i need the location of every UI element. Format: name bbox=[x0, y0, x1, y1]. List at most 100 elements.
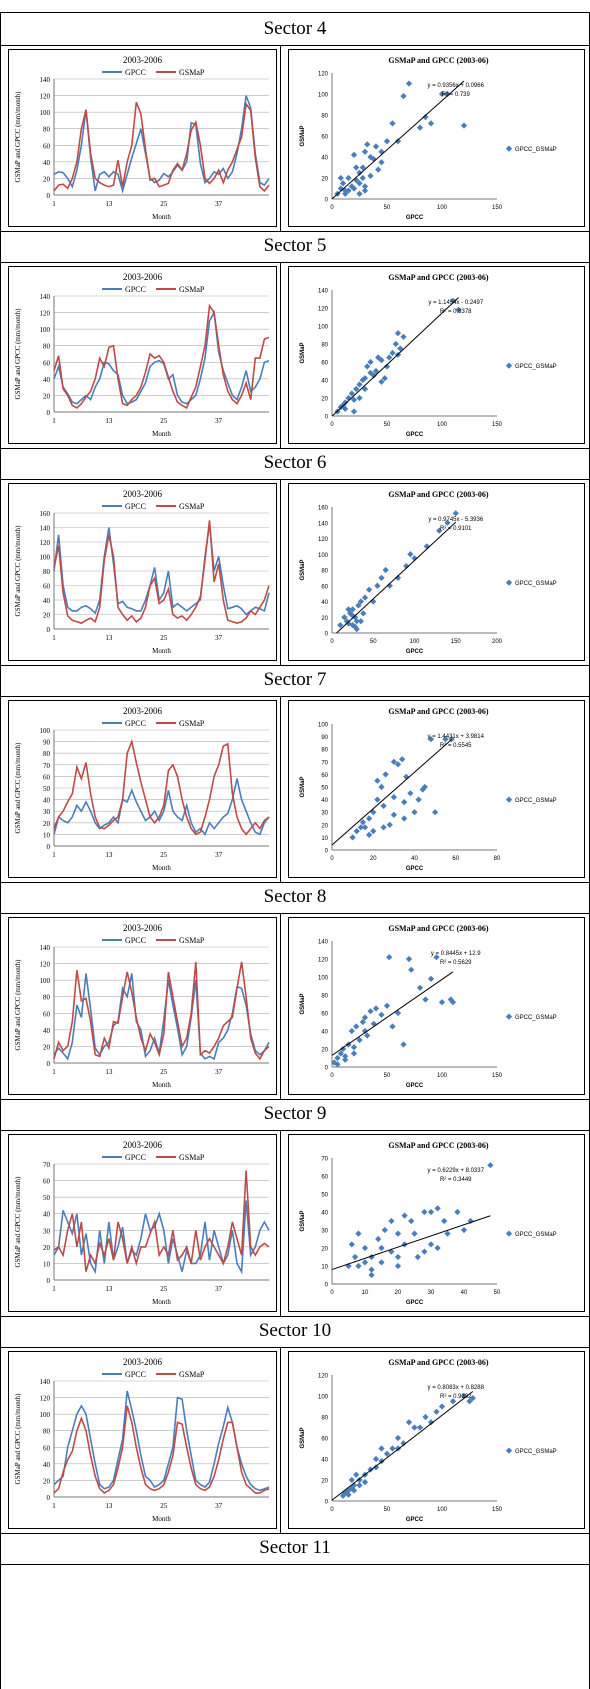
y-axis-label: GSMaP and GPCC (mm/month) bbox=[14, 959, 22, 1051]
y-tick-label: 120 bbox=[40, 93, 51, 101]
x-axis-label: GPCC bbox=[406, 432, 424, 438]
timeseries-chart: 2003-2006GPCC GSMaP0102030405060701 13 25 37… bbox=[8, 1134, 277, 1312]
y-axis-label: GSMaP bbox=[300, 559, 306, 580]
x-axis-label: GPCC bbox=[406, 215, 424, 221]
y-tick-label: 60 bbox=[43, 1444, 51, 1452]
timeseries-chart: 2003-2006 GPCC GSMaP 0 20 40 60 80 100 120 140 1 13 2… bbox=[8, 917, 277, 1095]
y-tick-label: 60 bbox=[43, 1010, 51, 1018]
y-tick-label: 120 bbox=[318, 1374, 329, 1380]
x-tick-label: 13 bbox=[105, 417, 113, 425]
y-tick-label: 40 bbox=[321, 798, 328, 804]
y-tick-label: 80 bbox=[43, 568, 51, 576]
x-tick-label: 25 bbox=[160, 1285, 168, 1293]
scatter-chart: GSMaP and GPCC (2003-06) 0 20 40 60 80 100 120 0… bbox=[288, 1351, 585, 1529]
chart-title: 2003-2006 bbox=[123, 272, 162, 282]
y-axis-label: GSMaP and GPCC (mm/month) bbox=[14, 742, 22, 834]
x-axis-label: Month bbox=[152, 213, 171, 221]
y-tick-label: 30 bbox=[321, 1229, 328, 1235]
y-tick-label: 100 bbox=[40, 1411, 51, 1419]
y-tick-label: 0 bbox=[47, 1494, 51, 1502]
legend-label: GPCC_GSMaP bbox=[515, 581, 557, 587]
x-tick-label: 100 bbox=[409, 639, 420, 645]
scatter-chart: GSMaP and GPCC (2003-06) 0 20 40 60 80 100 120 1… bbox=[288, 266, 585, 444]
legend-label: GPCC_GSMaP bbox=[515, 147, 557, 153]
legend-label-gpcc: GPCC bbox=[125, 285, 146, 294]
legend-label-gpcc: GPCC bbox=[125, 719, 146, 728]
y-axis-label: GSMaP bbox=[300, 342, 306, 363]
y-tick-label: 0 bbox=[47, 1060, 51, 1068]
y-tick-label: 140 bbox=[40, 1378, 51, 1386]
y-tick-label: 30 bbox=[321, 811, 328, 817]
x-tick-label: 150 bbox=[492, 1073, 503, 1079]
x-tick-label: 150 bbox=[492, 1507, 503, 1513]
y-tick-label: 100 bbox=[318, 723, 329, 729]
y-tick-label: 20 bbox=[43, 1477, 51, 1485]
x-tick-label: 1 bbox=[52, 1285, 56, 1293]
x-tick-label: 37 bbox=[215, 1502, 223, 1510]
y-axis-label: GSMaP bbox=[300, 1427, 306, 1448]
y-tick-label: 100 bbox=[40, 109, 51, 117]
sector-title: Sector 10 bbox=[0, 1320, 590, 1342]
y-tick-label: 120 bbox=[40, 961, 51, 969]
y-tick-label: 80 bbox=[321, 748, 328, 754]
y-tick-label: 100 bbox=[318, 1395, 329, 1401]
y-tick-label: 40 bbox=[43, 797, 51, 805]
y-tick-label: 70 bbox=[43, 762, 51, 770]
y-tick-label: 80 bbox=[43, 750, 51, 758]
x-axis-label: Month bbox=[152, 864, 171, 872]
y-tick-label: 20 bbox=[321, 823, 328, 829]
y-tick-label: 70 bbox=[321, 1157, 328, 1163]
x-tick-label: 50 bbox=[384, 422, 391, 428]
y-tick-label: 70 bbox=[43, 1161, 51, 1169]
x-tick-label: 25 bbox=[160, 417, 168, 425]
x-axis-label: GPCC bbox=[406, 649, 424, 655]
chart-border bbox=[289, 484, 585, 661]
x-tick-label: 80 bbox=[494, 856, 501, 862]
x-tick-label: 50 bbox=[384, 1073, 391, 1079]
y-tick-label: 80 bbox=[43, 126, 51, 134]
chart-title: GSMaP and GPCC (2003-06) bbox=[388, 273, 489, 282]
y-tick-label: 50 bbox=[43, 1194, 51, 1202]
legend-label-gsmap: GSMaP bbox=[179, 1370, 205, 1379]
x-tick-label: 40 bbox=[411, 856, 418, 862]
y-tick-label: 10 bbox=[321, 836, 328, 842]
y-tick-label: 0 bbox=[47, 843, 51, 851]
y-tick-label: 120 bbox=[40, 1395, 51, 1403]
x-axis-label: Month bbox=[152, 1298, 171, 1306]
y-tick-label: 100 bbox=[318, 553, 329, 559]
legend-label: GPCC_GSMaP bbox=[515, 798, 557, 804]
legend-label: GPCC_GSMaP bbox=[515, 1015, 557, 1021]
y-tick-label: 20 bbox=[321, 397, 328, 403]
timeseries-chart: 2003-2006 GPCC GSMaP 0 20 40 60 80 100 120 140 160 1… bbox=[8, 483, 277, 661]
x-axis-label: GPCC bbox=[406, 866, 424, 872]
equation-label: y = 0.9356x + 0.0966 bbox=[428, 83, 485, 89]
equation-label: y = 1.1454x - 0.2497 bbox=[428, 300, 484, 306]
legend-label-gpcc: GPCC bbox=[125, 1370, 146, 1379]
legend-label-gsmap: GSMaP bbox=[179, 936, 205, 945]
y-tick-label: 20 bbox=[43, 175, 51, 183]
x-tick-label: 37 bbox=[215, 200, 223, 208]
y-tick-label: 60 bbox=[43, 773, 51, 781]
y-axis-label: GSMaP bbox=[300, 1210, 306, 1231]
y-axis-label: GSMaP and GPCC (mm/month) bbox=[14, 308, 22, 400]
x-tick-label: 20 bbox=[395, 1290, 402, 1296]
y-tick-label: 60 bbox=[43, 583, 51, 591]
x-tick-label: 37 bbox=[215, 417, 223, 425]
y-tick-label: 20 bbox=[321, 1479, 328, 1485]
y-tick-label: 120 bbox=[318, 958, 329, 964]
y-tick-label: 40 bbox=[321, 600, 328, 606]
y-tick-label: 60 bbox=[43, 1178, 51, 1186]
chart-title: 2003-2006 bbox=[123, 1357, 162, 1367]
y-tick-label: 80 bbox=[43, 343, 51, 351]
y-tick-label: 40 bbox=[43, 1027, 51, 1035]
y-tick-label: 160 bbox=[40, 510, 51, 518]
y-tick-label: 120 bbox=[318, 537, 329, 543]
y-tick-label: 70 bbox=[321, 760, 328, 766]
y-tick-label: 10 bbox=[43, 831, 51, 839]
chart-title: GSMaP and GPCC (2003-06) bbox=[388, 1141, 489, 1150]
equation-label: y = 0.8083x + 0.8288 bbox=[428, 1385, 485, 1391]
y-tick-label: 20 bbox=[43, 1244, 51, 1252]
x-tick-label: 20 bbox=[370, 856, 377, 862]
x-axis-label: Month bbox=[152, 647, 171, 655]
